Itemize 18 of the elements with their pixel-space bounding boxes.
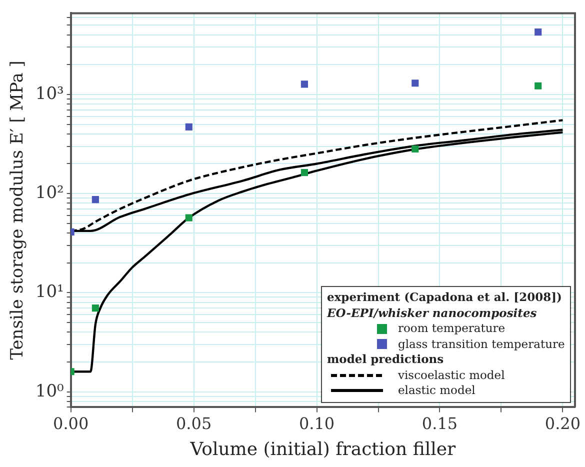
y-tick-label: 10²: [35, 183, 64, 203]
legend-label: glass transition temperature: [398, 336, 565, 352]
x-tick-label: 0.10: [298, 414, 335, 433]
y-axis-title: Tensile storage modulus E′ [ MPa ]: [8, 60, 28, 360]
y-tick-label: 10¹: [35, 282, 64, 302]
legend-label: elastic model: [398, 383, 476, 399]
legend-label: room temperature: [398, 321, 506, 337]
annotation: model predictions: [327, 352, 445, 368]
y-tick-label: 10⁰: [35, 381, 64, 402]
x-axis-title: Volume (initial) fraction filler: [189, 438, 456, 460]
y-tick-label: 10³: [35, 84, 64, 104]
legend-label: viscoelastic model: [398, 368, 505, 384]
annotation: EO-EPI/whisker nanocomposites: [327, 306, 538, 322]
x-tick-label: 0.00: [53, 414, 89, 433]
x-tick-label: 0.15: [422, 414, 458, 433]
x-tick-label: 0.05: [176, 414, 212, 433]
legend-title: experiment (Capadona et al. [2008]): [327, 290, 563, 306]
x-tick-label: 0.20: [544, 414, 581, 433]
